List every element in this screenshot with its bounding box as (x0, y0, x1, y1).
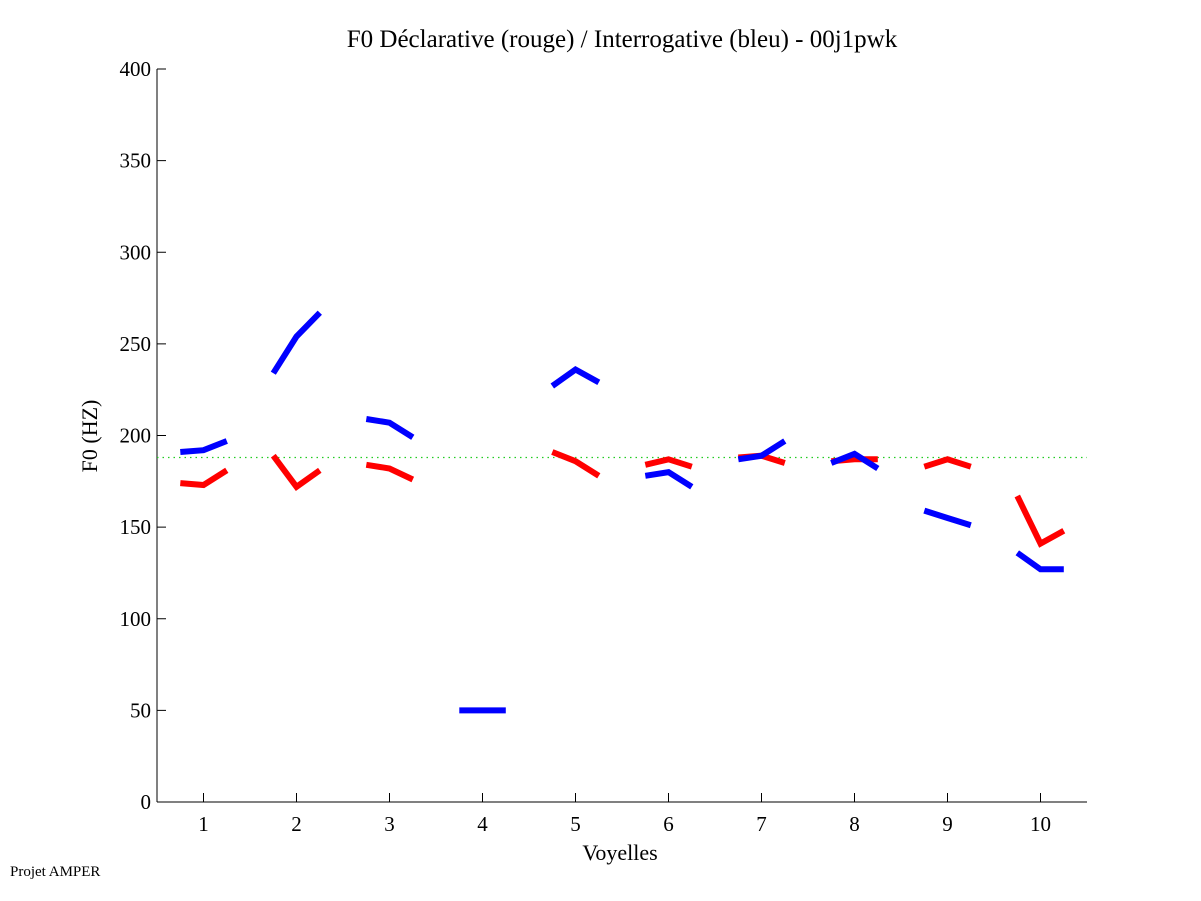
x-tick-label: 5 (570, 812, 581, 836)
x-tick-label: 8 (849, 812, 860, 836)
y-tick-label: 50 (130, 698, 151, 722)
x-tick-label: 9 (942, 812, 953, 836)
f0-segment-vowel-3 (365, 461, 415, 483)
f0-segment-vowel-6 (644, 456, 693, 470)
x-tick-label: 3 (384, 812, 395, 836)
series-group (180, 310, 1066, 714)
f0-segment-vowel-8 (830, 450, 880, 472)
x-tick-label: 10 (1030, 812, 1051, 836)
y-tick-label: 200 (120, 424, 152, 448)
y-tick-label: 400 (120, 57, 152, 81)
f0-segment-vowel-1 (180, 467, 229, 489)
f0-segment-vowel-9 (923, 456, 972, 470)
f0-segment-vowel-5 (550, 365, 601, 389)
y-tick-label: 0 (141, 790, 152, 814)
x-tick-label: 1 (198, 812, 209, 836)
x-tick-label: 6 (663, 812, 674, 836)
series-declarative (180, 449, 1066, 548)
f0-segment-vowel-6 (644, 468, 694, 490)
x-axis-label: Voyelles (582, 840, 657, 865)
chart-title: F0 Déclarative (rouge) / Interrogative (… (347, 26, 898, 53)
f0-segment-vowel-10 (1014, 494, 1066, 548)
y-tick-label: 300 (120, 240, 152, 264)
series-interrogative (180, 310, 1064, 714)
y-tick-label: 250 (120, 332, 152, 356)
f0-segment-vowel-10 (1015, 550, 1064, 573)
axes: 0 50 100 150 200 250 300 350 400 1 2 3 4 5 6 7 8 9 10 (120, 57, 1087, 836)
x-tick-label: 4 (477, 812, 488, 836)
y-tick-label: 150 (120, 515, 152, 539)
f0-segment-vowel-1 (180, 438, 228, 455)
x-tick-label: 2 (291, 812, 302, 836)
f0-segment-vowel-2 (270, 453, 322, 491)
footer-credit: Projet AMPER (10, 864, 101, 880)
x-tick-label: 7 (756, 812, 767, 836)
f0-segment-vowel-7 (737, 438, 787, 463)
f0-segment-vowel-2 (270, 310, 322, 375)
f0-segment-vowel-3 (365, 416, 415, 440)
f0-segment-vowel-9 (923, 507, 972, 529)
y-axis-label: F0 (HZ) (77, 400, 102, 473)
f0-segment-vowel-5 (551, 449, 601, 479)
y-tick-label: 350 (120, 149, 152, 173)
y-tick-label: 100 (120, 607, 152, 631)
